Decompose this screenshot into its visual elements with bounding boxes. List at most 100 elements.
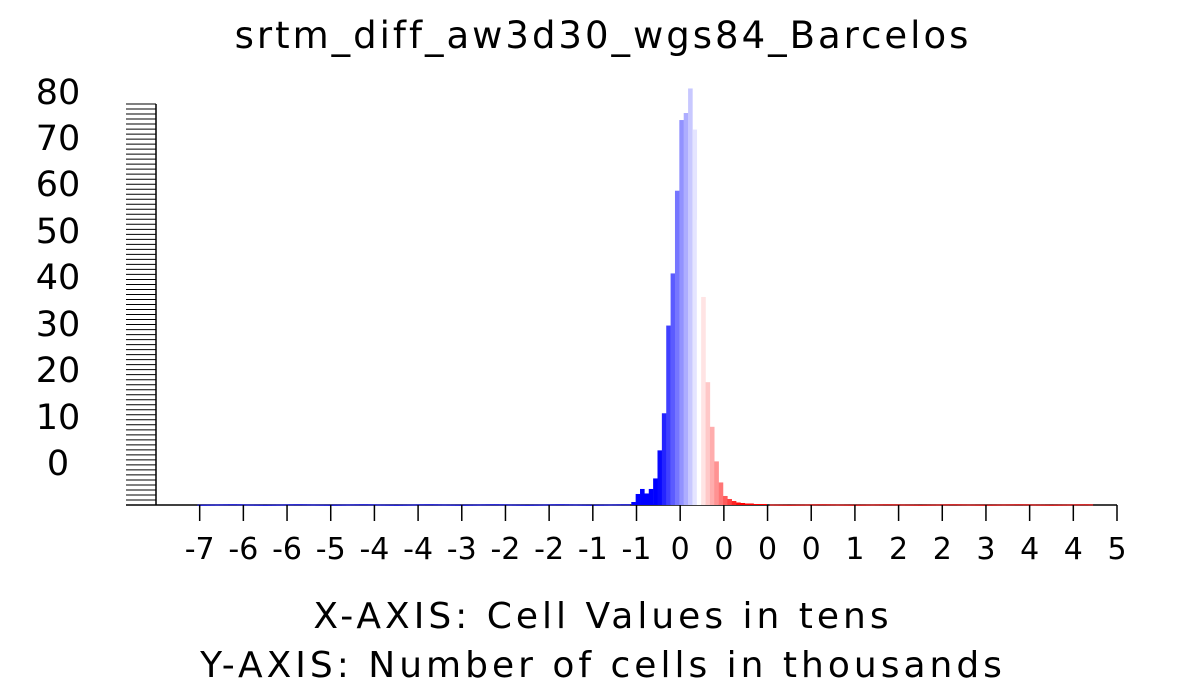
y-tick-labels: 80 70 60 50 40 30 20 10 0 xyxy=(36,73,81,484)
histogram-bar xyxy=(948,504,954,506)
x-tick-label: 0 xyxy=(758,532,777,567)
histogram-bar xyxy=(749,503,754,505)
histogram-bar xyxy=(878,504,884,506)
histogram-bar xyxy=(319,504,325,506)
histogram-bar xyxy=(988,504,993,506)
histogram-bar xyxy=(974,504,980,506)
histogram-bar xyxy=(415,504,421,506)
histogram-bar xyxy=(372,504,377,506)
histogram-bar xyxy=(705,382,711,505)
histogram-bar xyxy=(856,504,862,506)
histogram-bar xyxy=(324,504,329,506)
histogram-bar xyxy=(223,504,229,506)
histogram-bar xyxy=(939,504,945,506)
histogram-bar xyxy=(428,504,434,506)
histogram-bar xyxy=(865,504,871,506)
histogram-bar xyxy=(835,504,840,506)
histogram-bar xyxy=(757,503,763,505)
x-tick-label: -2 xyxy=(490,532,520,567)
histogram-bar xyxy=(1049,504,1054,506)
histogram-bar xyxy=(1009,504,1015,506)
histogram-bar xyxy=(424,504,430,506)
histogram-bar xyxy=(573,504,578,506)
histogram-bar xyxy=(564,504,569,506)
histogram-bar xyxy=(433,504,438,506)
x-tick-label: 2 xyxy=(889,532,908,567)
histogram-bar xyxy=(736,502,741,505)
histogram-bar xyxy=(354,504,360,506)
histogram-bar xyxy=(769,504,775,506)
histogram-bar xyxy=(577,504,583,506)
histogram-bar xyxy=(931,504,936,506)
histogram-bar xyxy=(385,504,390,506)
histogram-bar xyxy=(670,273,676,505)
histogram-bar xyxy=(581,504,587,506)
histogram-bar xyxy=(966,504,971,506)
y-tick-label: 0 xyxy=(47,444,69,484)
histogram-bar xyxy=(926,504,932,506)
histogram-bar xyxy=(935,504,941,506)
histogram-bar xyxy=(363,504,368,506)
histogram-bar xyxy=(245,504,251,506)
histogram-bar xyxy=(1044,504,1050,506)
histogram-bar xyxy=(744,503,750,505)
histogram-bar xyxy=(1031,504,1037,506)
y-tick-label: 50 xyxy=(36,212,81,252)
x-axis-label: X-AXIS: Cell Values in tens xyxy=(313,596,892,637)
histogram-bar xyxy=(1036,504,1041,506)
histogram-bar xyxy=(350,504,355,506)
histogram-bar xyxy=(1027,504,1032,506)
histogram-bar xyxy=(1066,504,1072,506)
histogram-bar xyxy=(214,504,220,506)
histogram-bar xyxy=(913,504,919,506)
histogram-bar xyxy=(679,120,684,505)
histogram-bar xyxy=(731,500,737,505)
histogram-bar xyxy=(490,504,495,506)
histogram-bar xyxy=(420,504,425,506)
histogram-bar xyxy=(1079,504,1085,506)
histogram-bar xyxy=(709,426,715,505)
histogram-bar xyxy=(345,504,351,506)
histogram-bar xyxy=(520,504,526,506)
x-tick-label: -1 xyxy=(578,532,608,567)
x-tick-label: 3 xyxy=(976,532,995,567)
histogram-bar xyxy=(843,504,849,506)
y-axis-label: Y-AXIS: Number of cells in thousands xyxy=(199,645,1006,686)
histogram-bar xyxy=(753,503,759,505)
histogram-bar xyxy=(778,504,783,506)
histogram-bar xyxy=(896,504,901,506)
histogram-bar xyxy=(227,504,233,506)
histogram-bar xyxy=(817,504,823,506)
histogram-bar xyxy=(701,296,706,505)
x-axis-ticks xyxy=(198,505,1118,521)
histogram-bar xyxy=(516,504,521,506)
histogram-bar xyxy=(782,504,788,506)
histogram-bar xyxy=(621,504,626,506)
histogram-bar xyxy=(306,504,312,506)
histogram-bars xyxy=(197,88,1094,506)
histogram-bar xyxy=(603,504,609,506)
histogram-bar xyxy=(599,504,604,506)
x-tick-label: 0 xyxy=(671,532,690,567)
histogram-bar xyxy=(555,504,561,506)
histogram-bar xyxy=(953,504,958,506)
histogram-bar xyxy=(206,504,211,506)
histogram-bar xyxy=(905,504,910,506)
histogram-bar xyxy=(463,504,469,506)
histogram-bar xyxy=(367,504,373,506)
histogram-bar xyxy=(848,504,853,506)
histogram-bar xyxy=(922,504,928,506)
y-tick-label: 20 xyxy=(36,351,81,391)
histogram-bar xyxy=(648,488,654,505)
histogram-bar xyxy=(302,504,307,506)
histogram-bar xyxy=(970,504,976,506)
x-tick-label: 0 xyxy=(802,532,821,567)
histogram-bar xyxy=(727,498,732,505)
histogram-bar xyxy=(210,504,216,506)
histogram-bar xyxy=(1001,504,1006,506)
histogram-bar xyxy=(485,504,491,506)
x-tick-label: -4 xyxy=(403,532,433,567)
histogram-bar xyxy=(883,504,888,506)
histogram-bar xyxy=(315,504,320,506)
